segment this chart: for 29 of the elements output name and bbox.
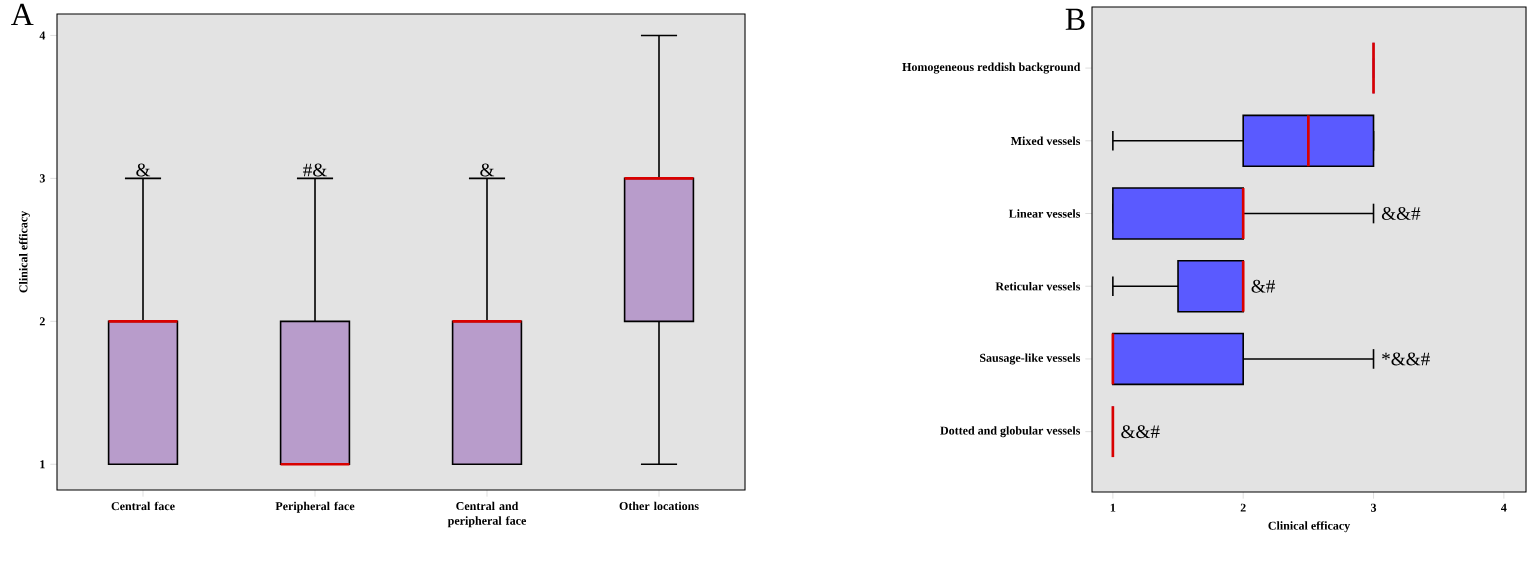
annotation: &&# (1121, 425, 1160, 439)
chart-title: A (11, 3, 34, 25)
y-tick-label: Dotted and globular vessels (940, 426, 1081, 438)
x-axis-title: Clinical efficacy (1268, 521, 1351, 533)
annotation: &# (1251, 279, 1276, 293)
annotation: & (136, 163, 151, 177)
x-tick-label: 1 (1110, 503, 1116, 512)
x-tick-label: 3 (1370, 503, 1377, 512)
annotation: & (480, 163, 495, 177)
x-tick-label: Peripheral face (275, 501, 355, 513)
y-tick-label: Mixed vessels (1010, 136, 1081, 146)
y-axis-title: Clinical efficacy (18, 210, 30, 293)
x-tick-label: 2 (1240, 503, 1246, 512)
y-tick-label: Reticular vessels (995, 281, 1081, 291)
annotation: &&# (1381, 207, 1421, 220)
x-tick-label: Central and peripheral face (447, 501, 527, 528)
x-tick-label: Central face (111, 501, 175, 511)
y-tick-label: 1 (40, 460, 45, 469)
y-tick-label: 3 (39, 174, 45, 183)
y-tick-label: 2 (39, 317, 45, 326)
y-tick-label: 4 (39, 31, 46, 40)
y-tick-label: Sausage-like vessels (980, 353, 1081, 365)
annotation: #& (303, 163, 327, 177)
x-tick-label: Other locations (619, 501, 699, 511)
y-tick-label: Homogeneous reddish background (902, 62, 1081, 74)
chart-title: B (1065, 8, 1085, 30)
y-tick-label: Linear vessels (1008, 209, 1081, 218)
annotation: *&&# (1382, 352, 1430, 366)
x-tick-label: 4 (1501, 503, 1507, 512)
